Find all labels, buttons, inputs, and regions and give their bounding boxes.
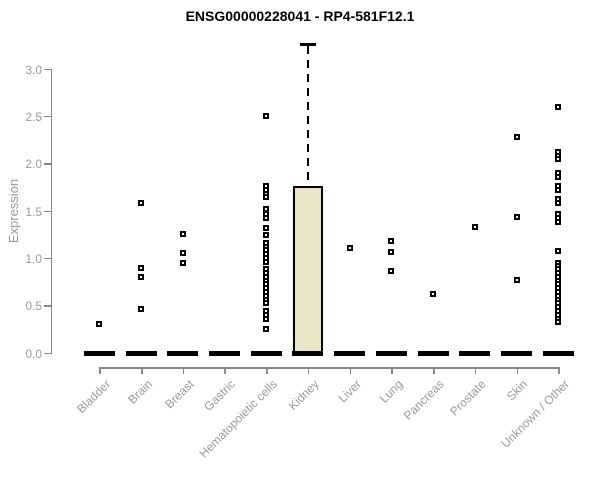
x-tick: [266, 367, 268, 374]
data-point: [388, 268, 395, 275]
y-tick: [44, 352, 51, 355]
data-point: [555, 319, 562, 326]
zero-median-bar: [292, 351, 324, 356]
data-point: [263, 232, 270, 239]
x-axis-line: [99, 367, 560, 369]
x-tick-label: Hematopoietic cells: [196, 377, 281, 461]
x-tick-label: Kidney: [286, 377, 322, 413]
zero-median-bar: [125, 351, 157, 356]
zero-median-bar: [250, 351, 282, 356]
x-tick: [141, 367, 143, 374]
y-tick-label: 1.5: [25, 204, 42, 219]
data-point: [513, 214, 520, 221]
x-tick: [433, 367, 435, 374]
data-point: [555, 104, 562, 111]
x-tick-label: Liver: [335, 377, 364, 406]
data-point: [388, 237, 395, 244]
data-point: [513, 276, 520, 283]
zero-median-bar: [208, 351, 240, 356]
y-tick-label: 0.0: [25, 346, 42, 361]
data-point: [263, 215, 270, 222]
data-point: [430, 290, 437, 297]
data-point: [346, 245, 353, 252]
y-tick-label: 0.5: [25, 299, 42, 314]
data-point: [555, 218, 562, 225]
data-point: [179, 250, 186, 257]
x-tick: [516, 367, 519, 374]
data-point: [555, 173, 562, 180]
data-point: [263, 315, 270, 322]
x-tick-label: Bladder: [74, 377, 114, 417]
x-tick: [391, 367, 393, 374]
data-point: [263, 205, 270, 212]
y-tick: [44, 210, 51, 213]
y-tick-label: 3.0: [25, 62, 42, 77]
data-point: [263, 300, 270, 307]
data-point: [138, 273, 145, 280]
data-point: [555, 186, 562, 193]
x-tick-label: Breast: [162, 377, 197, 412]
y-tick-label: 2.0: [25, 157, 42, 172]
x-tick: [474, 367, 477, 374]
upper-whisker: [306, 45, 309, 186]
data-point: [471, 223, 478, 230]
zero-median-bar: [167, 351, 199, 356]
data-point: [555, 248, 562, 255]
kidney-box: [292, 185, 323, 356]
data-point: [138, 200, 145, 207]
zero-median-bar: [501, 351, 533, 356]
y-tick: [44, 305, 51, 307]
zero-median-bar: [417, 351, 449, 356]
y-tick: [44, 257, 51, 260]
x-tick-label: Brain: [125, 377, 155, 407]
data-point: [138, 265, 145, 272]
x-tick: [349, 367, 352, 374]
y-tick-label: 2.5: [25, 109, 42, 124]
x-tick: [307, 367, 310, 374]
data-point: [138, 306, 145, 313]
data-point: [179, 231, 186, 238]
x-tick: [558, 367, 560, 374]
data-point: [388, 249, 395, 256]
x-tick-label: Lung: [376, 377, 406, 406]
y-tick-label: 1.0: [25, 251, 42, 266]
x-tick: [224, 367, 226, 374]
data-point: [179, 259, 186, 266]
x-tick: [99, 367, 101, 374]
y-axis-line: [50, 68, 52, 354]
x-tick-label: Skin: [504, 377, 531, 404]
x-tick-label: Gastric: [201, 377, 239, 414]
data-point: [555, 156, 562, 163]
zero-median-bar: [459, 351, 491, 356]
data-point: [513, 133, 520, 140]
data-point: [263, 326, 270, 333]
x-tick-label: Pancreas: [401, 377, 448, 423]
zero-median-bar: [375, 351, 407, 356]
data-point: [263, 194, 270, 201]
y-tick: [44, 115, 51, 118]
x-tick-label: Prostate: [447, 377, 489, 419]
whisker-cap: [299, 42, 316, 46]
chart-title: ENSG00000228041 - RP4-581F12.1: [185, 8, 415, 24]
y-tick: [44, 68, 51, 70]
x-tick: [182, 367, 185, 374]
data-point: [263, 258, 270, 265]
data-point: [96, 321, 103, 328]
y-tick: [44, 163, 51, 165]
data-point: [263, 224, 270, 231]
zero-median-bar: [83, 351, 115, 356]
data-point: [263, 112, 270, 119]
zero-median-bar: [542, 351, 574, 356]
data-point: [555, 200, 562, 207]
zero-median-bar: [334, 351, 366, 356]
